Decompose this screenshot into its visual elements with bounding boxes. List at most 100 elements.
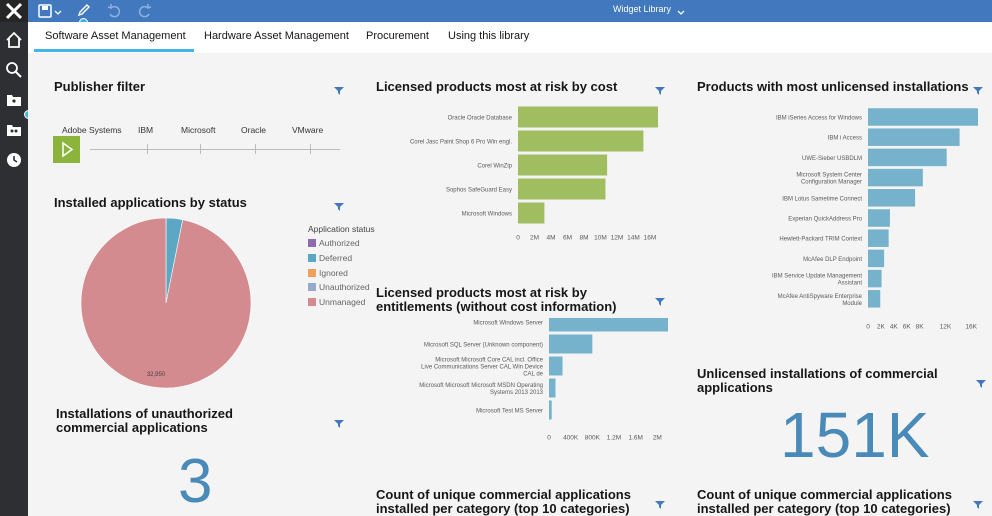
pie-slice xyxy=(80,217,252,389)
legend-item: Unmanaged xyxy=(308,297,365,307)
widget-title: Publisher filter xyxy=(54,79,146,94)
filter-icon[interactable] xyxy=(973,496,983,509)
publisher-label: Oracle xyxy=(241,125,267,135)
tick-label: 4M xyxy=(546,235,555,242)
category-label: UWE-Sieber USBDLM xyxy=(802,156,862,162)
tick-label: 0 xyxy=(547,435,551,442)
tick-label: 2M xyxy=(653,435,662,442)
bar xyxy=(549,400,552,420)
category-label: CAL de xyxy=(523,372,543,378)
category-label: Live Communications Server CAL Win Devic… xyxy=(421,365,543,371)
legend-label: Deferred xyxy=(319,253,353,263)
search-icon[interactable] xyxy=(4,60,24,80)
unauthorized-count-value: 3 xyxy=(178,447,213,516)
bar xyxy=(868,290,881,308)
tick-label: 1.2M xyxy=(607,435,621,442)
app-logo[interactable] xyxy=(0,0,28,22)
bar xyxy=(518,154,608,176)
tick-label: 8K xyxy=(916,324,925,331)
bar xyxy=(868,189,916,207)
bar xyxy=(549,318,668,332)
recent-icon[interactable] xyxy=(4,150,24,170)
risk-by-entitlements-chart: Microsoft Windows Server Microsoft SQL Se… xyxy=(419,318,668,442)
legend-label: Unauthorized xyxy=(319,282,370,292)
category-label: Sophos SafeGuard Easy xyxy=(446,188,512,194)
slider-tick xyxy=(310,144,311,154)
legend-swatch xyxy=(308,254,316,262)
tab-bar: Software Asset Management Hardware Asset… xyxy=(28,22,992,53)
tick-label: 16M xyxy=(644,235,657,242)
widget-title: Installed applications by status xyxy=(54,195,247,210)
category-label: Corel Jasc Paint Shop 6 Pro Win engl. xyxy=(410,140,512,146)
play-button[interactable] xyxy=(53,136,80,163)
legend-title: Application status xyxy=(308,224,375,234)
bar xyxy=(549,356,563,376)
tick-label: 6K xyxy=(903,324,912,331)
widget-library-label[interactable]: Widget Library xyxy=(613,4,672,14)
filter-icon[interactable] xyxy=(973,82,983,95)
category-label: Microsoft Windows Server xyxy=(473,321,543,327)
category-label: IBM iSeries Access for Windows xyxy=(776,116,862,122)
tick-label: 8M xyxy=(579,235,588,242)
category-label: IBM i Access xyxy=(828,136,862,142)
bar xyxy=(518,130,644,152)
widget-library-chevron-icon[interactable] xyxy=(676,5,686,23)
widget-title: Unlicensed installations of commercial a… xyxy=(697,366,938,395)
filter-icon[interactable] xyxy=(334,415,344,428)
top-bar: Widget Library xyxy=(0,0,992,27)
home-icon[interactable] xyxy=(4,30,24,50)
filter-icon[interactable] xyxy=(655,82,665,95)
legend-swatch xyxy=(308,239,316,247)
widget-title: Count of unique commercial applications … xyxy=(697,487,952,516)
tab-software-asset-management[interactable]: Software Asset Management xyxy=(45,30,186,42)
tab-procurement[interactable]: Procurement xyxy=(366,30,429,42)
status-pie-chart: 32,950 xyxy=(80,217,252,389)
pie-data-label: 32,950 xyxy=(147,372,166,378)
bar xyxy=(868,148,947,167)
widget-title: Installations of unauthorized commercial… xyxy=(56,406,233,435)
publisher-label: IBM xyxy=(138,125,154,135)
category-label: Microsoft Windows xyxy=(462,212,512,218)
category-label: Oracle Oracle Database xyxy=(448,116,513,122)
widget-title: Licensed products most at risk by entitl… xyxy=(376,285,617,314)
category-label: IBM Service Update Management xyxy=(772,274,862,280)
active-tab-indicator xyxy=(34,49,194,52)
filter-icon[interactable] xyxy=(655,496,665,509)
tick-label: 12M xyxy=(611,235,624,242)
team-folder-icon[interactable] xyxy=(4,120,24,140)
legend-swatch xyxy=(308,269,316,277)
category-label: Corel WinZip xyxy=(477,164,512,170)
filter-icon[interactable] xyxy=(976,375,986,388)
chevron-down-icon[interactable] xyxy=(54,5,62,23)
left-sidebar xyxy=(0,22,33,516)
tick-label: 0 xyxy=(516,235,520,242)
tick-label: 2K xyxy=(877,324,886,331)
filter-icon[interactable] xyxy=(334,82,344,95)
logo-icon xyxy=(5,2,23,20)
publisher-label: Adobe Systems xyxy=(62,125,122,135)
bar xyxy=(868,269,882,288)
save-icon[interactable] xyxy=(37,3,53,24)
tick-label: 400K xyxy=(563,435,579,442)
folder-icon[interactable] xyxy=(4,90,24,110)
category-label: Microsoft SQL Server (Unknown component) xyxy=(424,343,543,349)
publisher-slider[interactable] xyxy=(90,144,340,154)
category-label: Microsoft System Center xyxy=(796,173,862,179)
bar xyxy=(868,168,923,187)
tab-hardware-asset-management[interactable]: Hardware Asset Management xyxy=(204,30,349,42)
legend-item: Unauthorized xyxy=(308,282,370,292)
bar xyxy=(868,209,890,227)
legend-label: Unmanaged xyxy=(319,297,366,307)
tab-using-this-library[interactable]: Using this library xyxy=(448,30,530,42)
redo-icon[interactable] xyxy=(137,3,153,24)
bar xyxy=(868,249,885,268)
undo-icon[interactable] xyxy=(106,3,122,24)
widget-title: Licensed products most at risk by cost xyxy=(376,79,618,94)
legend-label: Authorized xyxy=(319,238,360,248)
most-unlicensed-chart: IBM iSeries Access for Windows IBM i Acce… xyxy=(772,108,978,331)
filter-icon[interactable] xyxy=(655,293,665,306)
edit-icon[interactable] xyxy=(76,2,92,23)
category-label: Experian QuickAddress Pro xyxy=(788,217,862,223)
filter-icon[interactable] xyxy=(334,198,344,211)
category-label: Module xyxy=(842,301,862,307)
